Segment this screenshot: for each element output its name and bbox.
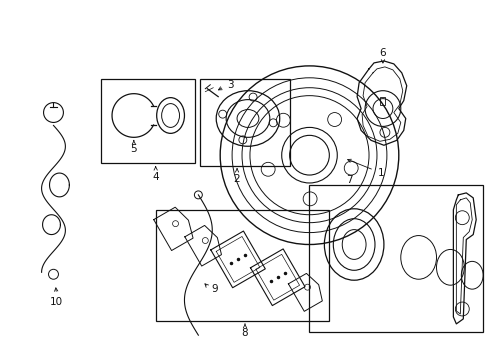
Bar [379, 96, 384, 105]
Bar [309, 185, 482, 332]
Text: 9: 9 [210, 284, 217, 294]
Text: 1: 1 [377, 168, 384, 178]
Bar [155, 210, 328, 321]
Text: 5: 5 [130, 144, 137, 154]
Text: 2: 2 [233, 174, 240, 184]
Text: 6: 6 [379, 48, 386, 58]
Text: 4: 4 [152, 172, 159, 182]
Bar [200, 79, 289, 166]
Text: 8: 8 [241, 328, 248, 338]
Bar [101, 79, 195, 163]
Text: 3: 3 [226, 80, 233, 90]
Text: 10: 10 [50, 297, 63, 307]
Text: 7: 7 [345, 175, 352, 185]
